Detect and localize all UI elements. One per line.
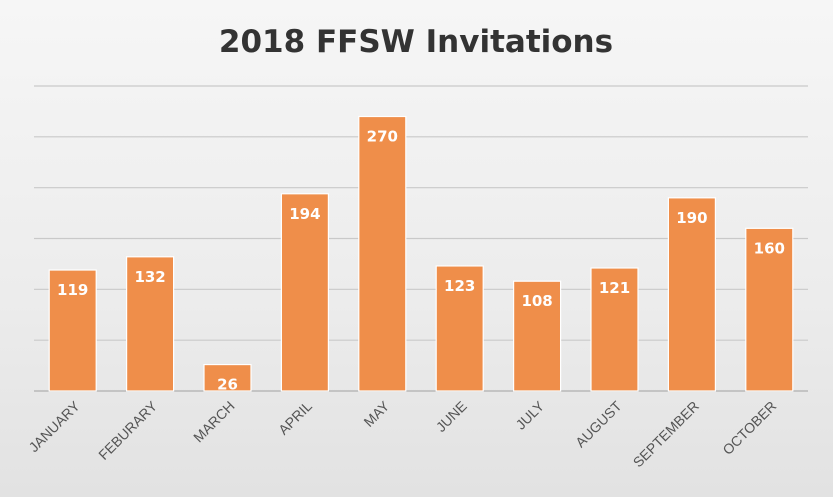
bar-july [512,280,562,392]
data-label: 190 [676,209,707,227]
bar-january [48,269,97,392]
x-tick-label: OCTOBER [719,398,779,458]
bar-feburary [125,256,175,392]
data-label: 160 [754,239,785,257]
x-tick-label: JULY [512,397,547,432]
x-tick-label: JUNE [433,398,470,435]
data-label: 108 [521,292,552,310]
bar-september [667,197,717,392]
x-tick-label: AUGUST [572,397,625,450]
bar-august [590,267,639,392]
x-tick-label: JANUARY [25,397,83,455]
x-tick-label: MAY [360,397,392,429]
bar-may [358,115,407,392]
x-axis-tick-labels: JANUARY FEBURARY MARCH APRIL MAY JUNE JULY AUGU… [25,397,779,470]
x-tick-label: MARCH [190,398,238,446]
x-tick-label: SEPTEMBER [630,398,702,470]
data-label: 26 [217,376,238,394]
bars [48,115,794,392]
bar-june [435,265,484,392]
data-label: 132 [134,268,165,286]
data-label: 119 [57,281,88,299]
data-label: 123 [444,277,475,295]
chart-title: 2018 FFSW Invitations [219,24,613,60]
x-tick-label: FEBURARY [95,397,161,463]
data-label: 270 [367,128,398,146]
data-label: 194 [289,205,320,223]
bar-october [745,227,794,392]
x-tick-label: APRIL [275,398,315,438]
bar-april [280,193,329,392]
data-label: 121 [599,279,630,297]
bar-march [203,363,252,392]
data-labels: 119 132 26 194 270 123 108 121 190 160 [57,128,785,394]
